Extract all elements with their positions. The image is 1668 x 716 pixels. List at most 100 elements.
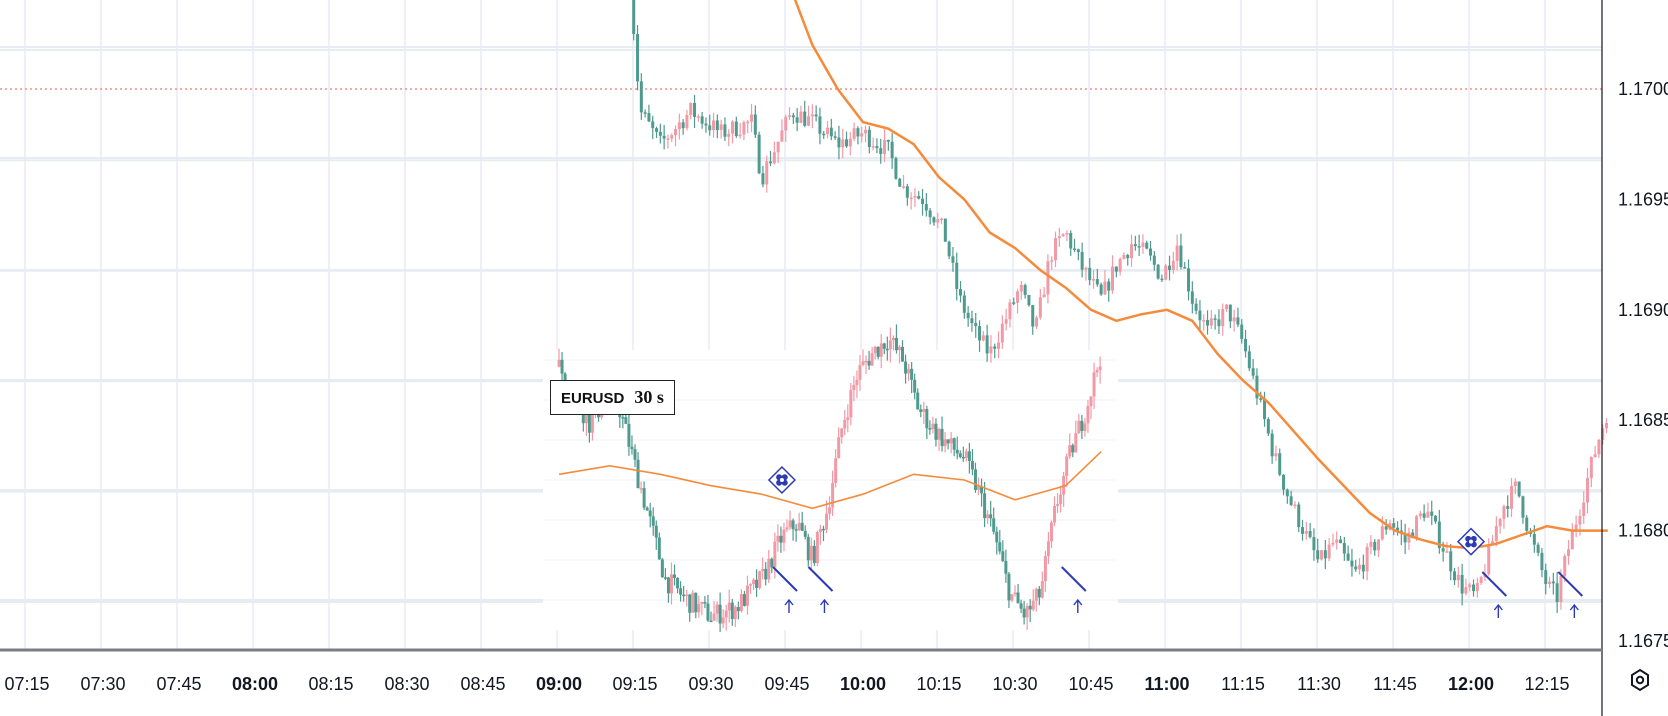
candle-body [947, 241, 951, 257]
price-tick-label: 1.17000 [1618, 79, 1668, 99]
candle-body [645, 507, 649, 511]
candle-body [1422, 513, 1426, 518]
candle-body [1574, 524, 1578, 531]
candle-body [812, 545, 816, 564]
candle-body [940, 218, 944, 221]
candle-body [861, 361, 865, 365]
price-axis[interactable]: 1.17000 1.16950 1.16900 1.16850 1.16800 1.167… [1618, 79, 1668, 651]
time-tick-label: 08:00 [232, 674, 278, 694]
candle-body [669, 574, 673, 594]
candle-body [821, 528, 825, 531]
candle-body [1434, 515, 1438, 522]
candle-body [799, 111, 803, 123]
candle-body [776, 535, 780, 542]
candle-body [709, 620, 713, 623]
candle-body [761, 568, 765, 572]
candle-body [1365, 546, 1369, 572]
candle-body [1263, 398, 1267, 420]
candle-body [1289, 496, 1293, 505]
candle-body [840, 428, 844, 438]
candle-body [1031, 305, 1035, 327]
candle-body [1285, 489, 1289, 497]
candle-body [727, 133, 731, 137]
candle-body [924, 204, 928, 211]
candle-body [1354, 566, 1358, 570]
chart-settings-button[interactable] [1626, 666, 1654, 694]
candle-body [932, 217, 936, 223]
up-arrow-signal [772, 566, 798, 613]
candle-body [1468, 584, 1472, 588]
candle-body [1487, 544, 1491, 575]
candle-body [885, 348, 889, 351]
candle-body [1316, 550, 1320, 560]
candle-body [1521, 496, 1525, 518]
candle-body [886, 139, 890, 142]
candle-body [1578, 515, 1582, 525]
candle-body [1027, 294, 1031, 306]
candle-body [1494, 526, 1498, 542]
candle-body [1088, 267, 1092, 281]
candle-body [882, 343, 886, 349]
candle-body [931, 423, 935, 430]
candle-body [765, 161, 769, 185]
candle-body [1084, 267, 1088, 270]
candle-body [788, 115, 792, 117]
candle-body [1046, 541, 1050, 557]
candle-body [1502, 506, 1506, 519]
candle-body [1043, 556, 1047, 582]
candle-body [719, 124, 723, 131]
candle-body [1016, 592, 1020, 604]
candle-body [894, 158, 898, 179]
signal-markers [767, 465, 1486, 556]
candle-body [1019, 285, 1023, 292]
candle-body [834, 458, 838, 483]
candle-body [1213, 318, 1217, 320]
candle-body [1346, 553, 1350, 561]
candle-body [1059, 494, 1063, 505]
candle-body [769, 161, 773, 164]
candle-body [1221, 309, 1225, 327]
candle-body [731, 121, 735, 134]
candle-body [955, 449, 959, 454]
candle-body [852, 385, 856, 390]
candle-body [1548, 581, 1552, 584]
candle-body [682, 594, 686, 597]
candle-body [1331, 542, 1335, 545]
candle-body [791, 520, 795, 530]
candle-body [780, 130, 784, 142]
candle-body [794, 529, 798, 531]
candle-body [1278, 453, 1282, 475]
candle-body [1111, 266, 1115, 291]
candle-body [867, 360, 871, 366]
candle-body [685, 115, 689, 129]
pattern-signal-icon [767, 465, 796, 495]
candle-body [860, 133, 864, 137]
candle-body [985, 335, 989, 354]
candle-body [1092, 279, 1096, 281]
candle-body [660, 559, 664, 578]
time-axis[interactable]: 07:15 07:30 07:45 08:00 08:15 08:30 08:45 09:00… [4, 674, 1569, 694]
price-tick-label: 1.16850 [1618, 410, 1668, 430]
candle-body [1012, 302, 1016, 304]
candle-body [1323, 550, 1327, 559]
candle-body [587, 414, 591, 433]
candle-body [1217, 319, 1221, 327]
candle-body [621, 417, 625, 419]
candle-body [1301, 527, 1305, 534]
candle-body [1054, 238, 1058, 261]
candle-body [700, 116, 704, 124]
candle-body [910, 368, 914, 380]
candle-body [696, 116, 700, 118]
candle-body [864, 129, 868, 134]
candle-body [1071, 445, 1075, 453]
candle-body [913, 196, 917, 198]
candle-body [764, 568, 768, 580]
candle-body [1133, 244, 1137, 247]
candle-body [1206, 320, 1210, 326]
candle-body [815, 531, 819, 564]
time-tick-label: 10:00 [840, 674, 886, 694]
candle-body [706, 603, 710, 621]
candle-body [584, 414, 588, 424]
candle-body [959, 288, 963, 296]
